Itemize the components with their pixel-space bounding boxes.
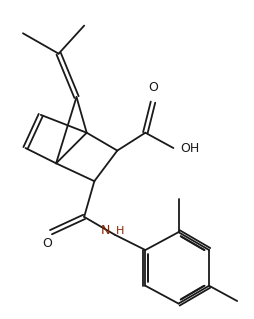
Text: OH: OH [179,142,198,154]
Text: N: N [100,224,109,237]
Text: O: O [148,81,157,94]
Text: H: H [116,226,124,236]
Text: O: O [42,237,52,250]
